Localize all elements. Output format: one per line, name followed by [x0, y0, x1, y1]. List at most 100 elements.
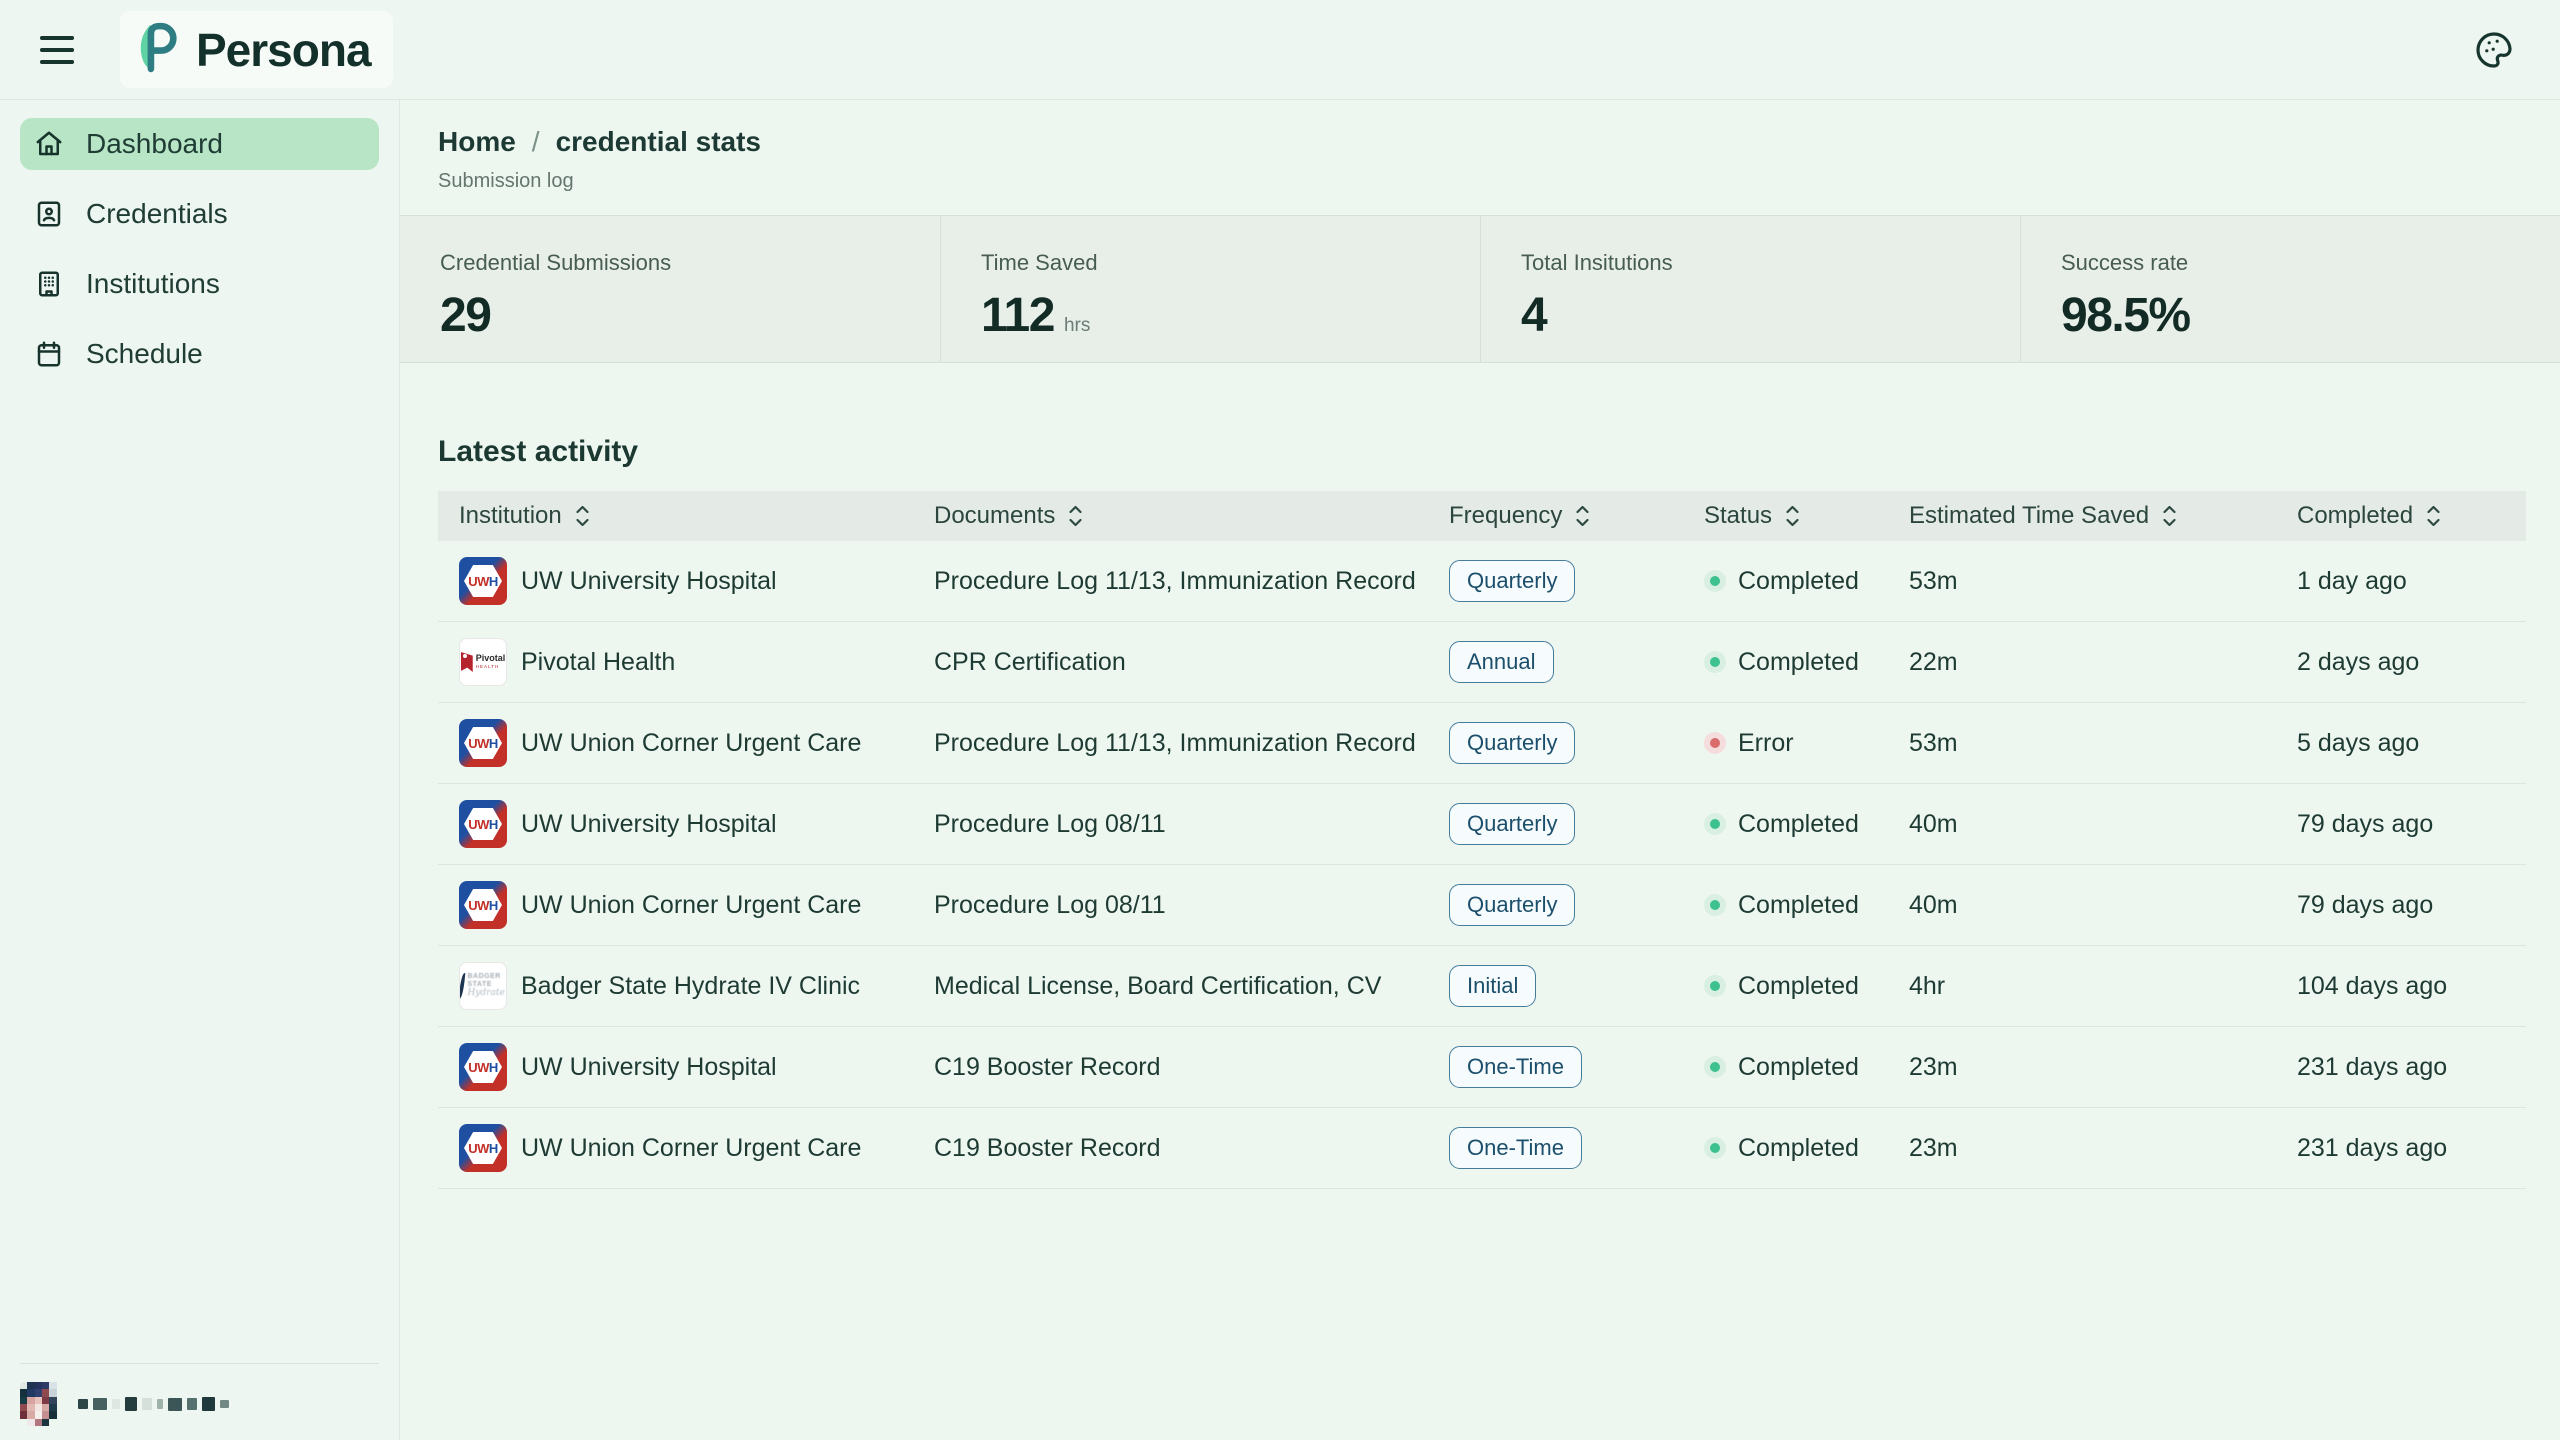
institution-name: Badger State Hydrate IV Clinic: [521, 972, 860, 1001]
breadcrumb-separator: /: [532, 126, 540, 158]
status-label: Completed: [1738, 972, 1859, 1001]
table-row[interactable]: UWH UW University Hospital Procedure Log…: [438, 784, 2526, 865]
building-icon: [34, 269, 64, 299]
sidebar-item-schedule[interactable]: Schedule: [20, 328, 379, 380]
stat-label: Total Insitutions: [1521, 250, 2020, 276]
table-row[interactable]: UWH UW University Hospital Procedure Log…: [438, 541, 2526, 622]
status-dot: [1704, 732, 1726, 754]
stat-value: 112: [981, 288, 1054, 343]
time-saved-cell: 4hr: [1909, 972, 2297, 1001]
column-header-documents[interactable]: Documents: [934, 502, 1449, 530]
institution-logo: UWH: [459, 557, 507, 605]
status-dot: [1704, 894, 1726, 916]
status-dot: [1704, 570, 1726, 592]
status-cell: Completed: [1704, 648, 1909, 677]
completed-cell: 79 days ago: [2297, 891, 2526, 920]
stat-label: Success rate: [2061, 250, 2560, 276]
palette-icon[interactable]: [2468, 24, 2520, 76]
frequency-badge: Quarterly: [1449, 803, 1575, 845]
institution-name: UW Union Corner Urgent Care: [521, 891, 861, 920]
persona-logo-icon: [130, 19, 182, 80]
column-header-institution[interactable]: Institution: [438, 502, 934, 530]
column-header-estimated-time-saved[interactable]: Estimated Time Saved: [1909, 502, 2297, 530]
status-dot: [1704, 813, 1726, 835]
documents-cell: Procedure Log 11/13, Immunization Record: [934, 567, 1449, 596]
table-row[interactable]: PivotalHEALTH Pivotal Health CPR Certifi…: [438, 622, 2526, 703]
institution-name: UW University Hospital: [521, 567, 777, 596]
status-cell: Completed: [1704, 891, 1909, 920]
completed-cell: 231 days ago: [2297, 1134, 2526, 1163]
sidebar-item-institutions[interactable]: Institutions: [20, 258, 379, 310]
table-row[interactable]: UWH UW University Hospital C19 Booster R…: [438, 1027, 2526, 1108]
home-icon: [34, 129, 64, 159]
sort-icon[interactable]: [1574, 504, 1591, 528]
sidebar-item-credentials[interactable]: Credentials: [20, 188, 379, 240]
institution-logo: PivotalHEALTH: [459, 638, 507, 686]
sidebar-item-label: Schedule: [86, 338, 203, 370]
table-row[interactable]: UWH UW Union Corner Urgent Care C19 Boos…: [438, 1108, 2526, 1189]
status-cell: Completed: [1704, 810, 1909, 839]
completed-cell: 104 days ago: [2297, 972, 2526, 1001]
frequency-badge: One-Time: [1449, 1127, 1582, 1169]
avatar: [20, 1382, 64, 1426]
documents-cell: Procedure Log 11/13, Immunization Record: [934, 729, 1449, 758]
completed-cell: 2 days ago: [2297, 648, 2526, 677]
status-label: Completed: [1738, 567, 1859, 596]
breadcrumb-home[interactable]: Home: [438, 126, 516, 158]
institution-name: UW University Hospital: [521, 810, 777, 839]
breadcrumb: Home / credential stats: [438, 126, 2522, 158]
frequency-badge: Quarterly: [1449, 722, 1575, 764]
user-name-redacted: [78, 1397, 229, 1411]
time-saved-cell: 23m: [1909, 1134, 2297, 1163]
column-header-completed[interactable]: Completed: [2297, 502, 2526, 530]
sort-icon[interactable]: [2161, 504, 2178, 528]
sort-icon[interactable]: [574, 504, 591, 528]
top-bar: Persona: [0, 0, 2560, 100]
column-header-frequency[interactable]: Frequency: [1449, 502, 1704, 530]
time-saved-cell: 40m: [1909, 810, 2297, 839]
status-cell: Completed: [1704, 567, 1909, 596]
status-cell: Completed: [1704, 972, 1909, 1001]
status-dot: [1704, 975, 1726, 997]
stat-label: Time Saved: [981, 250, 1480, 276]
sidebar-user-section[interactable]: [20, 1363, 379, 1426]
status-cell: Error: [1704, 729, 1909, 758]
sidebar-item-dashboard[interactable]: Dashboard: [20, 118, 379, 170]
id-badge-icon: [34, 199, 64, 229]
status-cell: Completed: [1704, 1134, 1909, 1163]
brand-logo[interactable]: Persona: [120, 11, 393, 88]
sort-icon[interactable]: [1067, 504, 1084, 528]
app-window: Persona Dashboard: [0, 0, 2560, 1440]
institution-name: UW University Hospital: [521, 1053, 777, 1082]
table-row[interactable]: UWH UW Union Corner Urgent Care Procedur…: [438, 703, 2526, 784]
status-label: Completed: [1738, 810, 1859, 839]
documents-cell: CPR Certification: [934, 648, 1449, 677]
frequency-badge: One-Time: [1449, 1046, 1582, 1088]
table-row[interactable]: BADGER STATEHydrate Badger State Hydrate…: [438, 946, 2526, 1027]
status-cell: Completed: [1704, 1053, 1909, 1082]
sort-icon[interactable]: [1784, 504, 1801, 528]
menu-icon[interactable]: [40, 28, 84, 72]
stat-value: 4: [1521, 288, 1546, 343]
status-label: Completed: [1738, 891, 1859, 920]
brand-name: Persona: [196, 23, 371, 77]
time-saved-cell: 22m: [1909, 648, 2297, 677]
table-header-row: Institution Documents Frequency Sta: [438, 491, 2526, 541]
status-label: Completed: [1738, 1134, 1859, 1163]
sort-icon[interactable]: [2425, 504, 2442, 528]
stat-success-rate: Success rate 98.5%: [2020, 216, 2560, 362]
table-row[interactable]: UWH UW Union Corner Urgent Care Procedur…: [438, 865, 2526, 946]
documents-cell: C19 Booster Record: [934, 1053, 1449, 1082]
status-dot: [1704, 651, 1726, 673]
institution-logo: UWH: [459, 881, 507, 929]
institution-name: UW Union Corner Urgent Care: [521, 729, 861, 758]
institution-name: UW Union Corner Urgent Care: [521, 1134, 861, 1163]
documents-cell: Medical License, Board Certification, CV: [934, 972, 1449, 1001]
documents-cell: C19 Booster Record: [934, 1134, 1449, 1163]
column-header-status[interactable]: Status: [1704, 502, 1909, 530]
sidebar-item-label: Dashboard: [86, 128, 223, 160]
main-content: Home / credential stats Submission log C…: [400, 100, 2560, 1440]
status-label: Completed: [1738, 648, 1859, 677]
section-title: Latest activity: [438, 435, 2526, 469]
sidebar: Dashboard Credentials Institutions Sched…: [0, 100, 400, 1440]
